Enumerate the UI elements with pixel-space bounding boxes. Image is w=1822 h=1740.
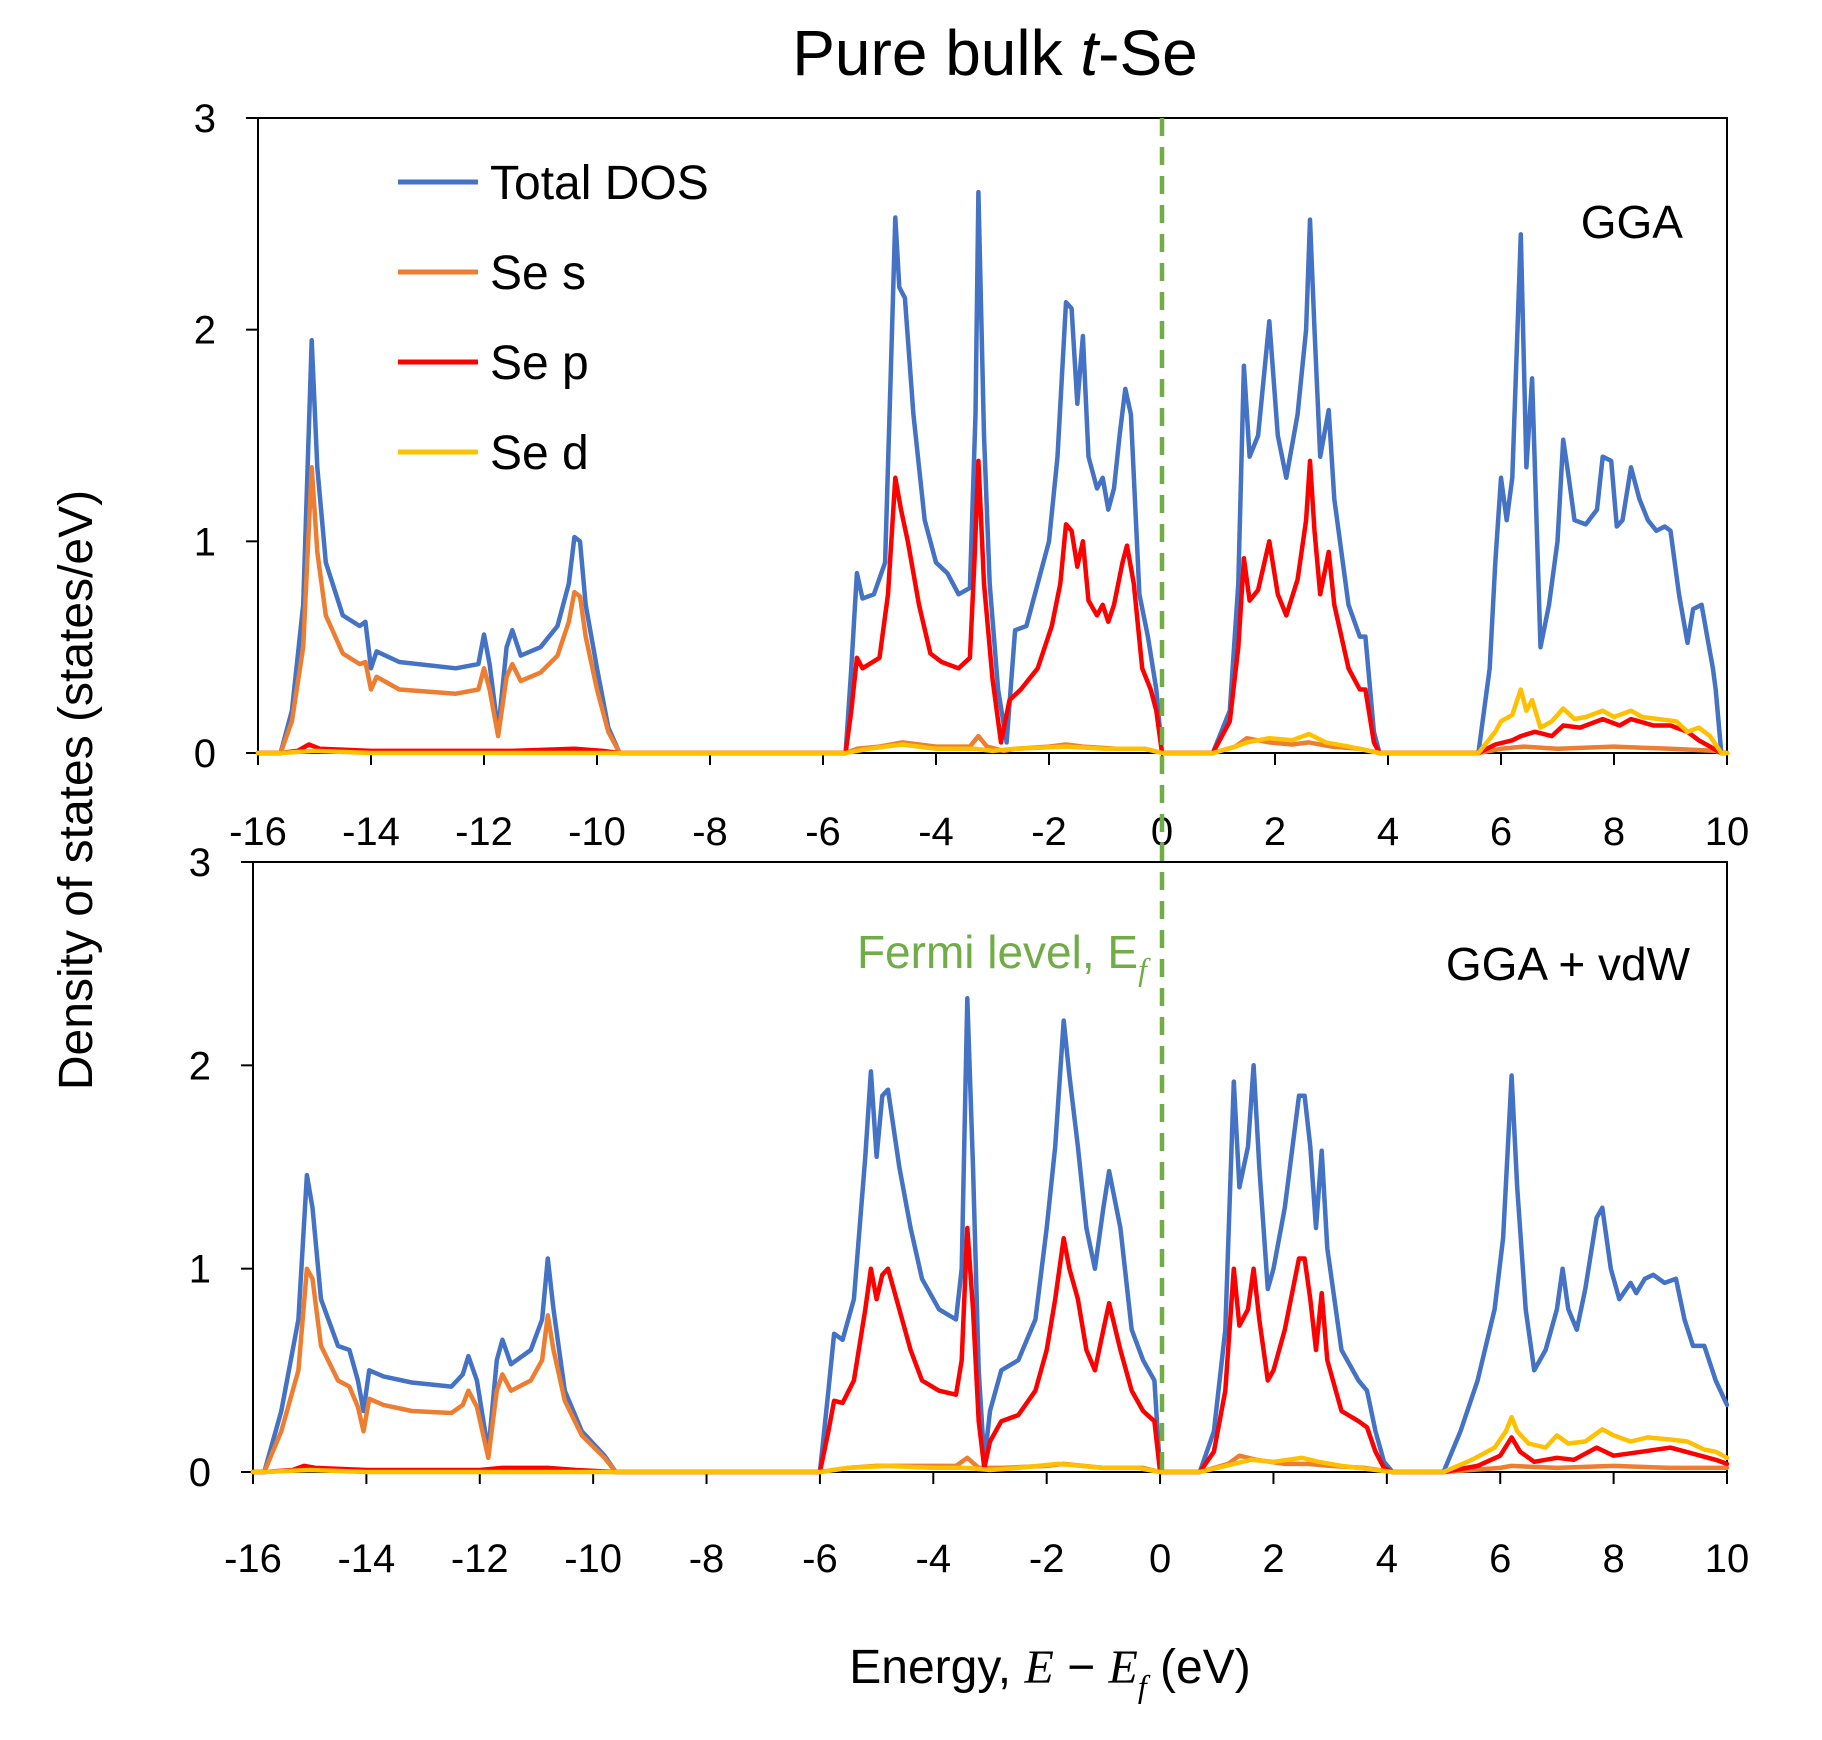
legend-label-total: Total DOS	[490, 157, 709, 210]
x-tick-label: -12	[451, 1537, 509, 1581]
series-line-total	[255, 189, 1730, 756]
y-tick-label: 0	[194, 732, 216, 776]
x-tick-label: -8	[689, 1537, 725, 1581]
x-tick-label: -2	[1031, 810, 1067, 854]
fermi-level-label: Fermi level, Ef	[857, 926, 1151, 987]
x-tick-label: -14	[342, 810, 400, 854]
x-tick-label: -16	[229, 810, 287, 854]
x-tick-label: -12	[455, 810, 513, 854]
panel-gga-vdw: 0 1 2 3 -16 -14 -12 -10 -8 -6 -4 -2 0 2 4 6 8 10 GGA + v…	[189, 841, 1750, 1581]
x-tick-label: -10	[568, 810, 626, 854]
x-tick-label: 0	[1149, 1537, 1171, 1581]
x-tick-label: 4	[1376, 1537, 1398, 1581]
x-tick-label: 6	[1490, 810, 1512, 854]
panel-gga-label: GGA	[1581, 196, 1684, 248]
x-tick-label: 4	[1377, 810, 1399, 854]
chart-title: Pure bulk t-Se	[792, 17, 1198, 89]
x-tick-label: 2	[1264, 810, 1286, 854]
x-tick-label: 2	[1262, 1537, 1284, 1581]
legend: Total DOS Se s Se p Se d	[398, 157, 709, 480]
legend-label-s: Se s	[490, 247, 586, 300]
series-line-p	[255, 458, 1730, 756]
y-tick-label: 3	[194, 97, 216, 141]
x-tick-label: -16	[224, 1537, 282, 1581]
panel-gga-vdw-label: GGA + vdW	[1446, 938, 1691, 990]
x-tick-label: 10	[1705, 810, 1750, 854]
series-line-d	[250, 1414, 1730, 1475]
x-tick-label: -2	[1029, 1537, 1065, 1581]
x-tick-label: 6	[1489, 1537, 1511, 1581]
series-line-p	[250, 1225, 1730, 1475]
x-axis-title: Energy, E − Ef (eV)	[849, 1641, 1250, 1704]
y-tick-label: 1	[189, 1248, 211, 1292]
y-tick-label: 1	[194, 520, 216, 564]
panel-gga: 0 1 2 3 -16 -14 -12 -10 -8 -6 -4 -2 0 2 4 6 8 10 GGA	[194, 97, 1750, 854]
x-tick-label: -10	[564, 1537, 622, 1581]
series-line-total	[250, 995, 1730, 1475]
legend-label-d: Se d	[490, 427, 589, 480]
y-tick-label: 2	[194, 309, 216, 353]
y-tick-label: 2	[189, 1044, 211, 1088]
x-tick-label: 8	[1603, 810, 1625, 854]
legend-label-p: Se p	[490, 337, 589, 390]
y-axis-title: Density of states (states/eV)	[50, 490, 103, 1090]
x-tick-label: -14	[337, 1537, 395, 1581]
y-tick-label: 3	[189, 841, 211, 885]
panel-gga-vdw-series	[250, 995, 1730, 1475]
panel-gga-vdw-y-ticks: 0 1 2 3	[189, 841, 253, 1495]
x-tick-label: -8	[692, 810, 728, 854]
panel-gga-y-ticks: 0 1 2 3	[194, 97, 258, 776]
y-tick-label: 0	[189, 1451, 211, 1495]
panel-gga-vdw-x-ticks: -16 -14 -12 -10 -8 -6 -4 -2 0 2 4 6 8 10	[224, 1472, 1749, 1581]
x-tick-label: -6	[802, 1537, 838, 1581]
x-tick-label: -6	[805, 810, 841, 854]
x-tick-label: 10	[1705, 1537, 1750, 1581]
panel-gga-series	[255, 189, 1730, 756]
x-tick-label: -4	[916, 1537, 952, 1581]
series-line-d	[255, 687, 1730, 756]
x-tick-label: -4	[918, 810, 954, 854]
x-tick-label: 8	[1602, 1537, 1624, 1581]
